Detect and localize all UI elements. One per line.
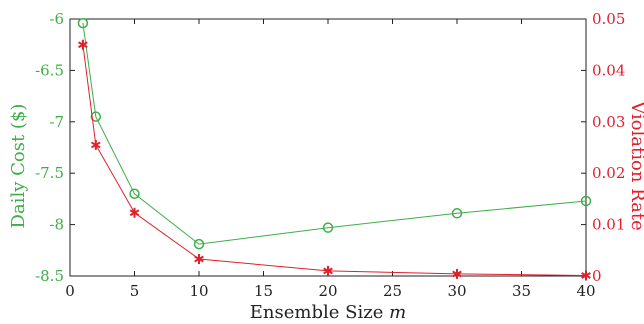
x-axis-label-variable: m (389, 302, 406, 323)
x-tick-label: 10 (189, 282, 208, 300)
asterisk-stroke (78, 41, 88, 49)
data-point-asterisk (452, 268, 462, 279)
series-line (82, 44, 587, 276)
right-tick-label: 0.05 (592, 10, 625, 28)
data-point-asterisk (90, 139, 101, 150)
x-tick-label: 0 (65, 282, 75, 300)
left-tick-label: -6.5 (35, 61, 64, 79)
y-axis-label-right: Violation Rate (627, 100, 644, 231)
asterisk-stroke (581, 272, 591, 279)
x-tick-label: 35 (512, 282, 531, 300)
data-point-circle (77, 17, 89, 29)
x-tick-label: 25 (383, 282, 402, 300)
plot-area (69, 18, 587, 277)
data-point-asterisk (581, 270, 591, 281)
right-tick-label: 0.01 (592, 216, 625, 234)
right-axis-ticks: 0 0.01 0.02 0.03 0.04 0.05 (581, 10, 625, 285)
x-tick-label: 5 (130, 282, 140, 300)
series-line (82, 23, 587, 245)
data-point-circle (193, 238, 205, 250)
series-violation-rate (78, 39, 591, 281)
asterisk-stroke (194, 255, 204, 263)
asterisk-stroke (323, 267, 333, 275)
data-point-asterisk (194, 254, 204, 265)
asterisk-stroke (452, 270, 462, 278)
x-tick-label: 40 (576, 282, 595, 300)
data-point-circle (322, 222, 334, 233)
left-axis-ticks: -6 -6.5 -7 -7.5 -8 -8.5 (35, 10, 75, 285)
data-point-circle (580, 195, 592, 207)
right-tick-label: 0 (592, 267, 602, 285)
x-tick-label: 30 (447, 282, 466, 300)
data-point-circle (451, 208, 463, 219)
left-tick-label: -7 (49, 113, 64, 131)
left-tick-label: -8 (49, 216, 64, 234)
right-tick-label: 0.03 (592, 113, 625, 131)
data-point-asterisk (129, 207, 140, 218)
series-layer (77, 17, 592, 281)
left-tick-label: -7.5 (35, 164, 64, 182)
plot-frame (69, 18, 587, 277)
asterisk-stroke (129, 209, 140, 217)
x-axis-label-text: Ensemble Size (250, 302, 384, 323)
right-tick-label: 0.04 (592, 61, 625, 79)
data-point-asterisk (323, 265, 333, 276)
x-tick-label: 15 (254, 282, 273, 300)
data-point-circle (90, 111, 102, 122)
data-point-circle (129, 188, 140, 200)
x-tick-label: 20 (318, 282, 337, 300)
data-point-asterisk (78, 39, 88, 50)
asterisk-stroke (90, 141, 101, 149)
right-tick-label: 0.02 (592, 164, 625, 182)
y-axis-label-left: Daily Cost ($) (8, 104, 29, 229)
x-axis-ticks: 0 5 10 15 20 25 30 35 40 (65, 19, 596, 300)
series-daily-cost (77, 17, 592, 250)
left-tick-label: -6 (49, 10, 64, 28)
left-tick-label: -8.5 (35, 267, 64, 285)
x-axis-label: Ensemble Size m (250, 302, 406, 323)
